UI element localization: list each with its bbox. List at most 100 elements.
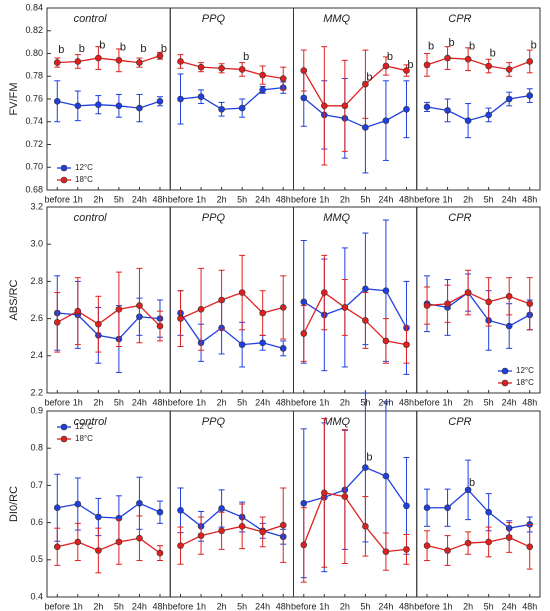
x-tick-label: 1h xyxy=(319,397,329,407)
series-line xyxy=(303,466,408,507)
data-point xyxy=(279,75,287,82)
data-point xyxy=(403,341,410,348)
y-tick-label: 0.70 xyxy=(25,162,43,172)
data-point xyxy=(362,464,369,471)
annotation: b xyxy=(490,47,496,59)
x-tick-label: 5h xyxy=(237,194,247,204)
data-point xyxy=(74,500,82,508)
annotation: b xyxy=(407,59,413,71)
series-line xyxy=(57,537,161,554)
data-point xyxy=(444,107,451,114)
data-point xyxy=(423,302,431,309)
data-point xyxy=(403,105,410,113)
data-point xyxy=(238,104,246,112)
data-point xyxy=(238,66,246,73)
data-point xyxy=(218,105,225,113)
panel-frame xyxy=(169,410,294,598)
x-tick-label: before xyxy=(45,397,71,407)
data-point xyxy=(259,71,266,79)
data-point xyxy=(156,508,164,516)
data-point xyxy=(53,504,61,512)
legend-marker xyxy=(60,164,68,172)
y-axis-label: DI0/RC xyxy=(8,486,20,522)
series-line xyxy=(426,536,530,552)
data-point xyxy=(136,499,143,507)
data-point xyxy=(238,341,246,348)
legend-marker xyxy=(60,423,68,431)
series-line xyxy=(57,55,161,64)
data-point xyxy=(95,547,102,554)
series-line xyxy=(426,291,531,327)
series-line xyxy=(180,507,284,538)
data-point xyxy=(136,302,143,309)
x-tick-label: 5h xyxy=(484,601,494,611)
legend-marker xyxy=(501,379,509,387)
data-point xyxy=(403,546,410,553)
data-point xyxy=(177,542,184,549)
annotation: b xyxy=(79,43,85,55)
x-tick-label: before xyxy=(414,601,440,611)
data-point xyxy=(526,300,534,308)
data-point xyxy=(95,54,102,62)
series-line xyxy=(57,502,161,519)
x-tick-label: 48h xyxy=(399,397,414,407)
x-tick-label: 5h xyxy=(114,601,124,611)
data-point xyxy=(362,523,369,530)
x-tick-label: 48h xyxy=(522,601,537,611)
data-point xyxy=(177,507,184,514)
x-tick-label: 24h xyxy=(502,601,517,611)
x-tick-label: 1h xyxy=(443,194,453,204)
data-point xyxy=(115,57,123,64)
panel-frame xyxy=(169,7,294,191)
x-tick-label: 5h xyxy=(360,601,370,611)
data-point xyxy=(53,319,61,326)
x-tick-label: 24h xyxy=(502,194,517,204)
data-point xyxy=(300,330,308,337)
x-tick-label: 48h xyxy=(276,397,291,407)
data-point xyxy=(423,61,431,69)
data-point xyxy=(218,527,225,535)
panel-frame xyxy=(293,7,418,191)
annotation: b xyxy=(366,451,372,463)
series-line xyxy=(303,97,407,129)
y-tick-label: 0.68 xyxy=(25,184,43,194)
data-point xyxy=(300,499,308,507)
data-point xyxy=(74,58,82,65)
data-point xyxy=(321,102,328,110)
panel-title: CPR xyxy=(448,416,471,428)
y-axis-label: FV/FM xyxy=(8,83,20,116)
legend-label: 18°C xyxy=(516,378,534,387)
series-line xyxy=(426,94,530,122)
data-point xyxy=(259,528,266,536)
y-tick-label: 0.80 xyxy=(25,48,43,58)
data-point xyxy=(403,67,410,74)
x-tick-label: before xyxy=(45,194,71,204)
data-point xyxy=(382,472,390,480)
data-point xyxy=(279,345,287,352)
x-tick-label: before xyxy=(168,397,194,407)
data-point xyxy=(238,289,246,296)
x-tick-label: 2h xyxy=(217,601,227,611)
panel-title: CPR xyxy=(448,212,471,224)
data-point xyxy=(74,102,82,110)
annotation: b xyxy=(366,71,372,83)
x-tick-label: 48h xyxy=(152,601,167,611)
x-tick-label: 1h xyxy=(196,194,206,204)
x-tick-label: 24h xyxy=(378,601,393,611)
x-tick-label: 1h xyxy=(73,601,83,611)
annotation: b xyxy=(449,37,455,49)
x-tick-label: 2h xyxy=(217,194,227,204)
y-axis-label: ABS/RC xyxy=(8,279,20,320)
data-point xyxy=(136,534,143,542)
annotation: b xyxy=(58,44,64,56)
x-tick-label: before xyxy=(168,601,194,611)
data-point xyxy=(156,97,164,105)
x-tick-label: 1h xyxy=(319,601,329,611)
data-point xyxy=(444,54,451,62)
series-line xyxy=(303,288,408,329)
data-point xyxy=(464,55,472,63)
y-tick-label: 0.9 xyxy=(30,405,43,415)
data-point xyxy=(53,543,61,551)
data-point xyxy=(505,95,513,103)
data-point xyxy=(197,532,205,539)
